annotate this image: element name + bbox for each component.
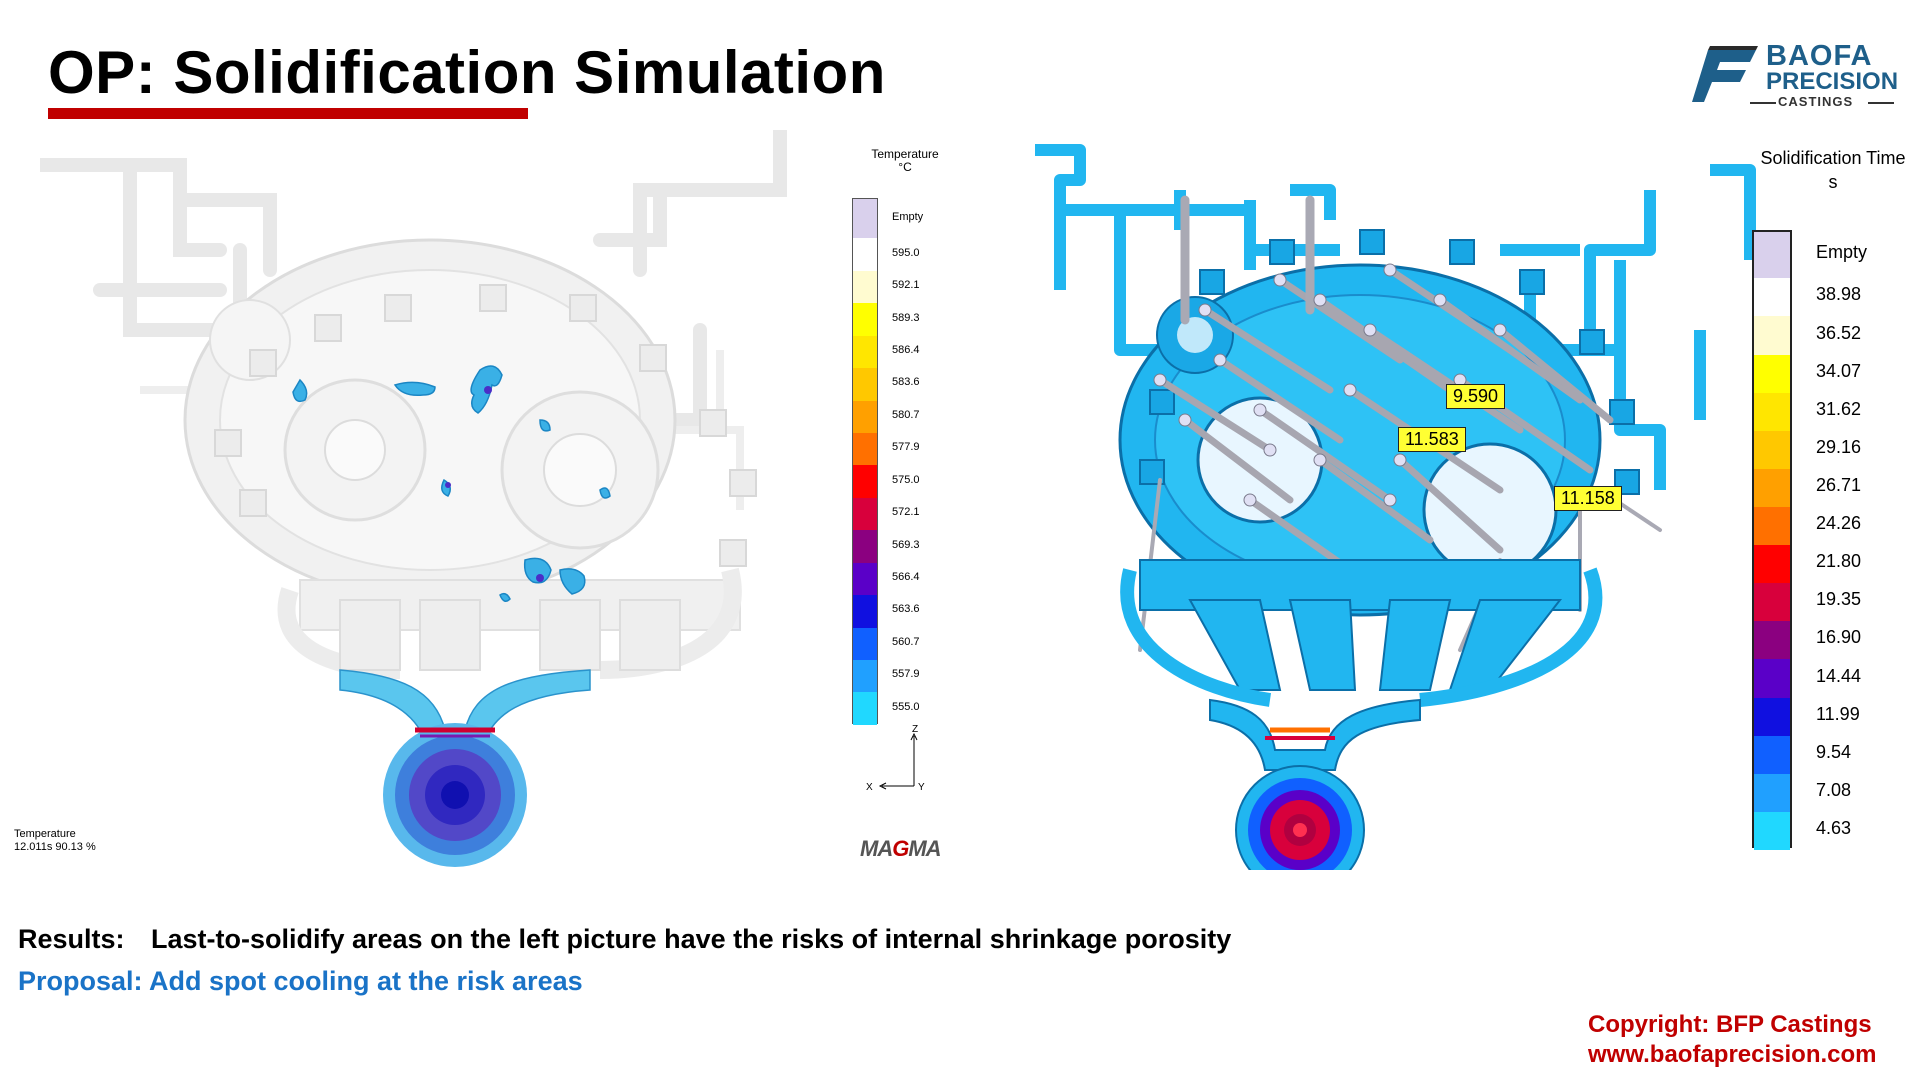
legend-label: 560.7 (892, 635, 920, 648)
callout-value-3: 11.158 (1554, 486, 1622, 511)
solidification-time-legend: Solidification Time s Empty 38.98 36.52 34.… (1748, 146, 1918, 866)
legend-color-cell (1754, 316, 1790, 355)
legend-color-cell (853, 562, 877, 596)
legend-label: 4.63 (1816, 817, 1852, 838)
legend-label: 572.1 (892, 506, 920, 519)
magma-logo-text-mid: G (892, 836, 909, 861)
legend-color-cell (1754, 232, 1790, 279)
legend-label: 566.4 (892, 571, 920, 584)
legend-label: 29.16 (1816, 436, 1862, 457)
legend-label: 586.4 (892, 343, 920, 356)
legend-color-cell (853, 270, 877, 304)
axis-z-label: Z (912, 724, 918, 735)
legend-label: 589.3 (892, 311, 920, 324)
results-text: Last-to-solidify areas on the left pictu… (151, 924, 1232, 954)
legend-label: 14.44 (1816, 665, 1862, 686)
results-label: Results: (18, 924, 125, 954)
legend-color-cell (853, 432, 877, 466)
legend-color-cell (853, 627, 877, 660)
logo-text-precision: PRECISION (1766, 68, 1899, 95)
legend-color-cell (853, 199, 877, 239)
legend-color-cell (853, 659, 877, 693)
callout-value-1: 9.590 (1446, 384, 1506, 409)
legend-color-cell (1754, 583, 1790, 622)
legend-label: 580.7 (892, 408, 920, 421)
legend-label: 7.08 (1816, 779, 1852, 800)
legend-color-cell (1754, 659, 1790, 698)
callout-value-2: 11.583 (1398, 427, 1466, 452)
legend-color-cell (1754, 735, 1790, 774)
baofa-logo: BAOFA PRECISION CASTINGS (1690, 40, 1900, 110)
legend-label: 595.0 (892, 246, 920, 259)
legend-color-cell (853, 303, 877, 336)
legend-color-cell (1754, 773, 1790, 812)
legend-color-cell (853, 368, 877, 401)
legend-label: 583.6 (892, 376, 920, 389)
logo-text-baofa: BAOFA (1766, 40, 1873, 72)
proposal-line: Proposal: Add spot cooling at the risk a… (18, 966, 583, 996)
legend-label: Empty (892, 210, 924, 223)
legend-label: 26.71 (1816, 474, 1862, 495)
solidification-time-simulation-image (1035, 144, 1756, 870)
legend-color-cell (853, 530, 877, 563)
legend-label: Empty (1816, 242, 1868, 263)
legend-color-cell (1754, 278, 1790, 317)
temperature-legend-title: Temperature °C (871, 147, 939, 174)
legend-color-cell (1754, 392, 1790, 431)
legend-label: 575.0 (892, 473, 920, 486)
legend-label: 9.54 (1816, 741, 1852, 762)
legend-color-cell (1754, 507, 1790, 546)
axis-x-label: X (866, 782, 873, 793)
legend-label: 31.62 (1816, 398, 1862, 419)
legend-label: 11.99 (1816, 703, 1860, 724)
copyright-text: Copyright: BFP Castings (1588, 1011, 1872, 1038)
axis-y-label: Y (918, 782, 925, 793)
legend-label: 16.90 (1816, 627, 1862, 648)
magma-logo: MAGMA (860, 836, 942, 862)
legend-label: 569.3 (892, 538, 920, 551)
legend-color-cell (853, 335, 877, 369)
legend-label: 592.1 (892, 279, 920, 292)
temperature-caption: Temperature 12.011s 90.13 % (14, 828, 96, 853)
axis-triad-icon: Z X Y (866, 724, 925, 793)
legend-label: 34.07 (1816, 360, 1862, 381)
legend-label: 36.52 (1816, 322, 1862, 343)
legend-color-cell (853, 692, 877, 725)
legend-color-cell (1754, 545, 1790, 584)
legend-label: 557.9 (892, 668, 920, 681)
legend-color-cell (1754, 354, 1790, 393)
temperature-legend: Temperature °C Empty 595.0 592.1 589.3 586.4… (850, 148, 960, 788)
logo-mark-icon (1692, 46, 1758, 102)
logo-text-castings: CASTINGS (1778, 94, 1854, 109)
page-title: OP: Solidification Simulation (48, 39, 886, 106)
legend-color-cell (1754, 811, 1790, 850)
legend-color-cell (853, 595, 877, 628)
legend-label: 19.35 (1816, 589, 1862, 610)
legend-color-cell (1754, 697, 1790, 736)
legend-label: 555.0 (892, 700, 920, 713)
website-link[interactable]: www.baofaprecision.com (1588, 1041, 1877, 1068)
legend-color-cell (853, 465, 877, 498)
legend-color-cell (853, 497, 877, 531)
temperature-simulation-image (40, 130, 787, 867)
temperature-color-bar (852, 198, 878, 725)
legend-label: 24.26 (1816, 513, 1862, 534)
solidification-color-bar (1752, 230, 1792, 850)
legend-color-cell (853, 400, 877, 433)
legend-color-cell (1754, 621, 1790, 660)
results-line: Results: Last-to-solidify areas on the le… (18, 924, 1231, 955)
title-underline (48, 108, 528, 119)
magma-logo-text-post: MA (908, 836, 941, 861)
legend-label: 577.9 (892, 441, 920, 454)
copyright-block: Copyright: BFP Castings www.baofaprecisi… (1588, 1010, 1877, 1070)
magma-logo-text-pre: MA (860, 836, 893, 861)
legend-label: 38.98 (1816, 284, 1862, 305)
legend-label: 563.6 (892, 603, 920, 616)
legend-color-cell (1754, 430, 1790, 469)
legend-color-cell (1754, 468, 1790, 507)
legend-label: 21.80 (1816, 551, 1862, 572)
solidification-legend-title: Solidification Time s (1760, 148, 1906, 192)
legend-color-cell (853, 238, 877, 271)
